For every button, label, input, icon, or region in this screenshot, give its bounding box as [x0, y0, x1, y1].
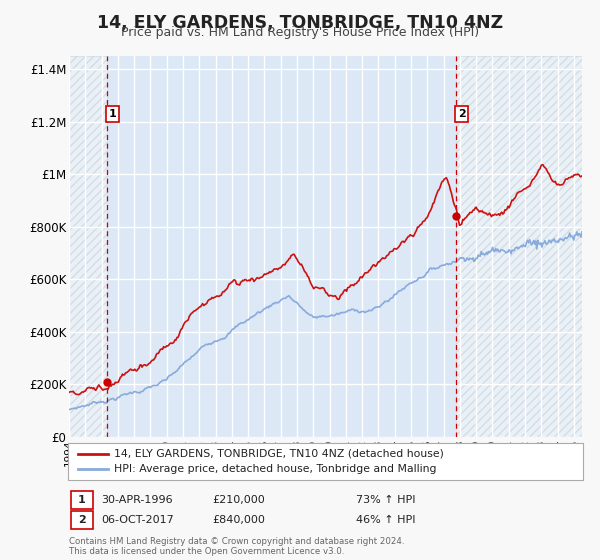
Text: 2: 2: [78, 515, 86, 525]
Text: £210,000: £210,000: [212, 495, 265, 505]
Text: 1: 1: [109, 109, 116, 119]
Text: 14, ELY GARDENS, TONBRIDGE, TN10 4NZ: 14, ELY GARDENS, TONBRIDGE, TN10 4NZ: [97, 14, 503, 32]
Text: HPI: Average price, detached house, Tonbridge and Malling: HPI: Average price, detached house, Tonb…: [114, 464, 437, 474]
Text: Contains HM Land Registry data © Crown copyright and database right 2024.: Contains HM Land Registry data © Crown c…: [69, 537, 404, 546]
Text: 30-APR-1996: 30-APR-1996: [101, 495, 172, 505]
Text: 1: 1: [78, 495, 86, 505]
Text: 06-OCT-2017: 06-OCT-2017: [101, 515, 173, 525]
Text: This data is licensed under the Open Government Licence v3.0.: This data is licensed under the Open Gov…: [69, 547, 344, 556]
Text: Price paid vs. HM Land Registry's House Price Index (HPI): Price paid vs. HM Land Registry's House …: [121, 26, 479, 39]
Text: £840,000: £840,000: [212, 515, 265, 525]
Text: 14, ELY GARDENS, TONBRIDGE, TN10 4NZ (detached house): 14, ELY GARDENS, TONBRIDGE, TN10 4NZ (de…: [114, 449, 444, 459]
Text: 2: 2: [458, 109, 466, 119]
Text: 73% ↑ HPI: 73% ↑ HPI: [356, 495, 415, 505]
Text: 46% ↑ HPI: 46% ↑ HPI: [356, 515, 415, 525]
Bar: [69, 56, 107, 437]
Bar: [456, 56, 582, 437]
